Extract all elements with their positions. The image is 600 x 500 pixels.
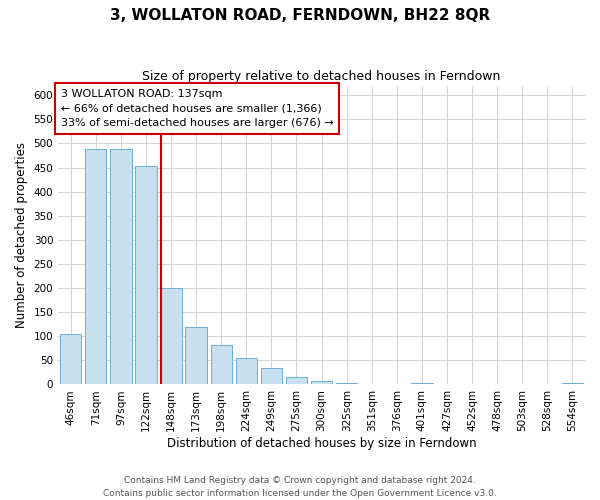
Bar	[185, 326, 207, 384]
X-axis label: Distribution of detached houses by size in Ferndown: Distribution of detached houses by size …	[167, 437, 476, 450]
Bar	[60, 334, 82, 384]
Text: Contains HM Land Registry data © Crown copyright and database right 2024.
Contai: Contains HM Land Registry data © Crown c…	[103, 476, 497, 498]
Bar	[311, 380, 332, 384]
Bar	[562, 382, 583, 384]
Bar	[136, 166, 157, 384]
Bar	[336, 383, 358, 384]
Bar	[160, 288, 182, 384]
Title: Size of property relative to detached houses in Ferndown: Size of property relative to detached ho…	[142, 70, 501, 83]
Text: 3, WOLLATON ROAD, FERNDOWN, BH22 8QR: 3, WOLLATON ROAD, FERNDOWN, BH22 8QR	[110, 8, 490, 22]
Bar	[211, 345, 232, 385]
Bar	[286, 377, 307, 384]
Bar	[236, 358, 257, 384]
Text: 3 WOLLATON ROAD: 137sqm
← 66% of detached houses are smaller (1,366)
33% of semi: 3 WOLLATON ROAD: 137sqm ← 66% of detache…	[61, 88, 334, 128]
Bar	[110, 149, 131, 384]
Y-axis label: Number of detached properties: Number of detached properties	[15, 142, 28, 328]
Bar	[85, 149, 106, 384]
Bar	[261, 368, 282, 384]
